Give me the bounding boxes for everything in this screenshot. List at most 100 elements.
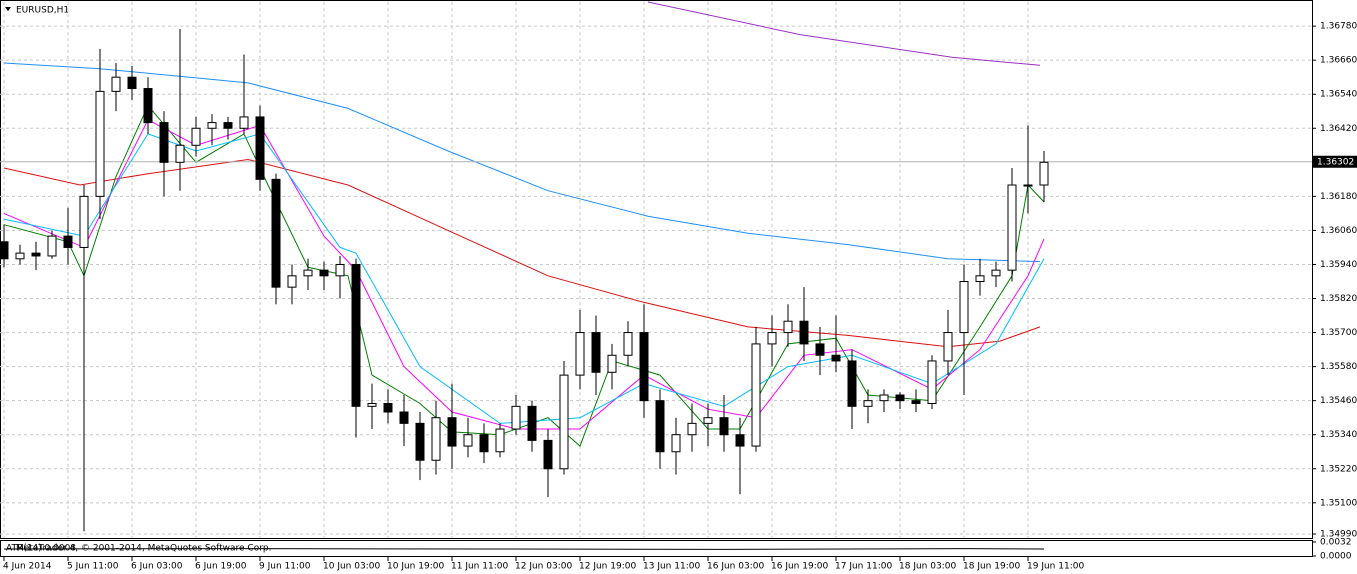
candle-body xyxy=(159,122,169,163)
y-tick-label: 1.36540 xyxy=(1320,90,1357,100)
atr-line xyxy=(3,548,1045,550)
candle-body xyxy=(111,76,121,92)
candle-body xyxy=(655,400,665,453)
candle-body xyxy=(319,269,329,277)
candle-body xyxy=(543,439,553,470)
candle-body xyxy=(495,428,505,453)
candle-body xyxy=(463,434,473,447)
plot-frame xyxy=(0,0,1313,539)
y-tick-label: 1.36420 xyxy=(1320,124,1357,134)
candle-body xyxy=(959,280,969,334)
x-tick-label: 6 Jun 03:00 xyxy=(131,562,183,572)
candle-body xyxy=(47,235,57,257)
candle-body xyxy=(591,332,601,373)
x-tick-label: 12 Jun 03:00 xyxy=(515,562,572,572)
candle-body xyxy=(223,122,233,129)
candle-body xyxy=(127,76,137,90)
candle-body xyxy=(415,422,425,461)
y-tick-label: 1.35700 xyxy=(1320,328,1357,338)
candle-body xyxy=(559,374,569,470)
candle-body xyxy=(639,332,649,402)
candle-body xyxy=(255,116,265,180)
candle-body xyxy=(991,269,1001,277)
candle-body xyxy=(847,360,857,407)
candle-body xyxy=(383,403,393,413)
candle-body xyxy=(927,360,937,405)
candle-body xyxy=(575,332,585,376)
candle-body xyxy=(479,434,489,453)
candle-body xyxy=(191,127,201,146)
indicator-frame xyxy=(0,540,1313,557)
indicator-tick-label: 0.0032 xyxy=(1320,538,1352,548)
y-tick-label: 1.35340 xyxy=(1320,430,1357,440)
last-price-label: 1.36302 xyxy=(1317,157,1354,167)
x-tick-label: 16 Jun 03:00 xyxy=(707,562,764,572)
y-tick-label: 1.35820 xyxy=(1320,294,1357,304)
candle-body xyxy=(751,343,761,447)
candle-body xyxy=(175,144,185,163)
candle-body xyxy=(815,343,825,356)
x-tick-label: 19 Jun 11:00 xyxy=(1027,562,1084,572)
candle-body xyxy=(767,332,777,345)
candle-body xyxy=(735,434,745,447)
candle-body xyxy=(1023,184,1033,187)
candle-body xyxy=(975,275,985,282)
candle-body xyxy=(719,417,729,436)
candle-body xyxy=(79,195,89,248)
y-tick-label: 1.36060 xyxy=(1320,226,1357,236)
y-tick-label: 1.35460 xyxy=(1320,396,1357,406)
candle-body xyxy=(239,116,249,129)
y-tick-label: 1.36780 xyxy=(1320,22,1357,32)
candle-body xyxy=(15,252,25,260)
candle-body xyxy=(943,332,953,362)
candle-body xyxy=(1007,184,1017,271)
x-tick-label: 17 Jun 11:00 xyxy=(835,562,892,572)
candle-body xyxy=(511,405,521,430)
candle-body xyxy=(607,354,617,373)
moving-average xyxy=(3,62,1041,263)
candle-body xyxy=(271,178,281,288)
moving-average xyxy=(3,119,1045,430)
candle-body xyxy=(95,90,105,197)
candle-body xyxy=(783,320,793,334)
candle-body xyxy=(367,403,377,407)
x-tick-label: 11 Jun 11:00 xyxy=(451,562,508,572)
candle-body xyxy=(351,263,361,407)
candle-body xyxy=(0,241,9,260)
candle-body xyxy=(447,417,457,447)
candle-body xyxy=(863,400,873,407)
candle-body xyxy=(623,332,633,356)
y-tick-label: 1.34990 xyxy=(1320,530,1357,540)
candle-body xyxy=(31,252,41,257)
candle-body xyxy=(431,417,441,461)
candle-body xyxy=(399,411,409,424)
candle-body xyxy=(287,275,297,288)
candle-body xyxy=(879,394,889,402)
candle-body xyxy=(831,354,841,362)
x-tick-label: 5 Jun 11:00 xyxy=(67,562,119,572)
moving-average xyxy=(647,1,1041,66)
y-tick-label: 1.35940 xyxy=(1320,260,1357,270)
x-tick-label: 4 Jun 2014 xyxy=(3,562,52,572)
candle-body xyxy=(687,422,697,436)
candle-body xyxy=(303,269,313,277)
candle-body xyxy=(335,263,345,277)
candle-body xyxy=(703,417,713,424)
y-tick-label: 1.36180 xyxy=(1320,192,1357,202)
y-tick-label: 1.35100 xyxy=(1320,498,1357,508)
menu-arrow xyxy=(5,7,11,11)
x-tick-label: 16 Jun 19:00 xyxy=(771,562,828,572)
x-tick-label: 10 Jun 19:00 xyxy=(387,562,444,572)
candle-body xyxy=(207,122,217,129)
candle-body xyxy=(1039,161,1049,186)
y-tick-label: 1.36660 xyxy=(1320,56,1357,66)
x-tick-label: 13 Jun 11:00 xyxy=(643,562,700,572)
indicator-tick-label: 0.0000 xyxy=(1320,552,1352,562)
y-tick-label: 1.35580 xyxy=(1320,362,1357,372)
candle-body xyxy=(671,434,681,453)
candle-body xyxy=(895,394,905,402)
x-tick-label: 6 Jun 19:00 xyxy=(195,562,247,572)
x-tick-label: 18 Jun 03:00 xyxy=(899,562,956,572)
x-tick-label: 9 Jun 11:00 xyxy=(259,562,311,572)
